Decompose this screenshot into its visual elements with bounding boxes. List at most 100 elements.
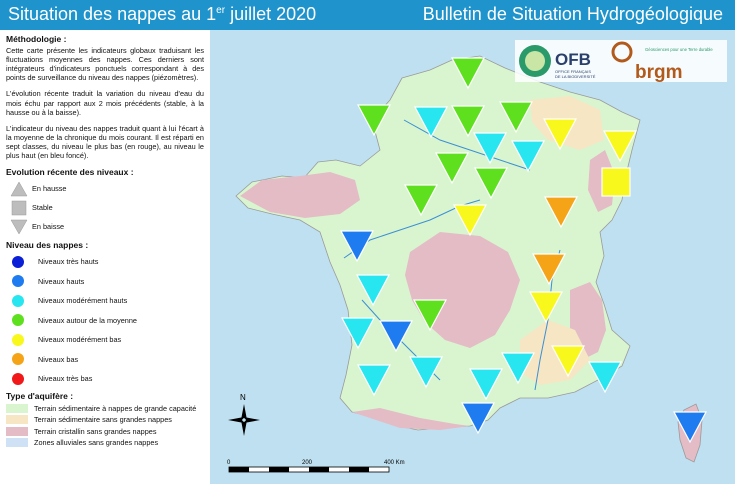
falling-level-marker[interactable]: [543, 118, 577, 151]
scale-label-200: 200: [302, 460, 313, 466]
falling-level-marker[interactable]: [673, 411, 707, 444]
bulletin-title: Bulletin de Situation Hydrogéologique: [422, 4, 723, 24]
aquifer-label: Zones alluviales sans grandes nappes: [34, 438, 159, 448]
evolution-heading: Evolution récente des niveaux :: [6, 167, 134, 178]
map-title: Situation des nappes au 1er juillet 2020: [8, 4, 316, 25]
ofb-text: OFB: [555, 50, 591, 69]
france-map: [235, 55, 707, 463]
legend-fall: En baisse: [6, 217, 204, 236]
level-row: Niveaux modérément hauts: [6, 291, 204, 311]
legend-stable: Stable: [6, 198, 204, 217]
scale-label-400: 400 Km: [384, 460, 405, 466]
falling-level-marker[interactable]: [588, 361, 622, 394]
falling-level-marker[interactable]: [341, 317, 375, 350]
ofb-sub2: DE LA BIODIVERSITÉ: [555, 74, 596, 79]
falling-level-marker[interactable]: [529, 291, 563, 324]
ofb-logo: OFB OFFICE FRANÇAIS DE LA BIODIVERSITÉ: [519, 45, 596, 79]
square-icon: [6, 200, 32, 216]
falling-level-marker[interactable]: [501, 352, 535, 385]
falling-level-marker[interactable]: [551, 345, 585, 378]
level-color-dot: [12, 372, 24, 385]
aquifer-heading: Type d'aquifère :: [6, 390, 74, 401]
brgm-text: brgm: [635, 62, 683, 82]
legend-panel: Méthodologie : Cette carte présente les …: [0, 30, 210, 484]
methodology-heading: Méthodologie :: [6, 34, 67, 44]
falling-level-marker[interactable]: [474, 167, 508, 200]
logos-svg: OFB OFFICE FRANÇAIS DE LA BIODIVERSITÉ b…: [519, 41, 713, 83]
methodology-p3: L'indicateur du niveau des nappes tradui…: [6, 123, 204, 161]
scale-svg: 0 200 400 Km: [227, 460, 405, 473]
falling-level-marker[interactable]: [453, 204, 487, 237]
compass-icon: N: [228, 393, 260, 436]
falling-level-marker[interactable]: [404, 184, 438, 217]
level-label: Niveaux modérément bas: [38, 335, 122, 345]
level-label: Niveaux autour de la moyenne: [38, 315, 137, 325]
logos-box: OFB OFFICE FRANÇAIS DE LA BIODIVERSITÉ b…: [515, 40, 727, 83]
falling-level-marker[interactable]: [379, 320, 413, 353]
brgm-tagline: Géosciences pour une Terre durable: [645, 47, 713, 52]
level-color-dot: [12, 255, 24, 268]
level-label: Niveaux très hauts: [38, 257, 99, 267]
levels-heading: Niveau des nappes :: [6, 240, 89, 251]
brgm-logo: brgm Géosciences pour une Terre durable: [611, 41, 713, 83]
header-bar: Situation des nappes au 1er juillet 2020…: [0, 0, 735, 30]
level-label: Niveaux bas: [38, 354, 79, 364]
legend-fall-label: En baisse: [32, 222, 65, 232]
legend-rise: En hausse: [6, 179, 204, 198]
north-label: N: [240, 393, 246, 402]
scale-bar: 0 200 400 Km: [226, 456, 406, 483]
level-label: Niveaux modérément hauts: [38, 296, 128, 306]
title-sup: er: [216, 5, 226, 16]
level-row: Niveaux hauts: [6, 272, 204, 292]
falling-level-marker[interactable]: [473, 132, 507, 165]
level-label: Niveaux très bas: [38, 374, 93, 384]
aquifer-row: Terrain sédimentaire sans grandes nappes: [6, 414, 204, 426]
aquifer-swatch: [6, 403, 28, 413]
falling-level-marker[interactable]: [499, 101, 533, 134]
massif-armoricain: [240, 172, 360, 218]
falling-level-marker[interactable]: [357, 104, 391, 137]
aquifer-swatch: [6, 415, 28, 425]
level-color-dot: [12, 294, 24, 307]
falling-level-marker[interactable]: [461, 402, 495, 435]
stable-marker[interactable]: [601, 167, 631, 197]
legend-rise-label: En hausse: [32, 184, 67, 194]
pyrenees: [352, 408, 470, 430]
level-row: Niveaux modérément bas: [6, 330, 204, 350]
falling-level-marker[interactable]: [451, 105, 485, 138]
level-row: Niveaux très bas: [6, 369, 204, 389]
falling-level-marker[interactable]: [532, 253, 566, 286]
falling-level-marker[interactable]: [469, 368, 503, 401]
title-main: Situation des nappes au 1: [8, 4, 217, 24]
falling-level-marker[interactable]: [340, 230, 374, 263]
falling-level-marker[interactable]: [414, 106, 448, 139]
falling-level-marker[interactable]: [544, 196, 578, 229]
scale-label-0: 0: [227, 460, 231, 466]
aquifer-swatch: [6, 438, 28, 448]
falling-level-marker[interactable]: [409, 356, 443, 389]
legend-stable-label: Stable: [32, 203, 53, 213]
falling-level-marker[interactable]: [413, 299, 447, 332]
aquifer-row: Zones alluviales sans grandes nappes: [6, 437, 204, 449]
up-triangle-icon: [6, 181, 32, 197]
falling-level-marker[interactable]: [357, 364, 391, 397]
falling-level-marker[interactable]: [435, 152, 469, 185]
falling-level-marker[interactable]: [603, 130, 637, 163]
falling-level-marker[interactable]: [511, 140, 545, 173]
level-row: Niveaux autour de la moyenne: [6, 311, 204, 331]
level-row: Niveaux bas: [6, 350, 204, 370]
aquifer-label: Terrain sédimentaire à nappes de grande …: [34, 403, 197, 413]
aquifer-label: Terrain cristallin sans grandes nappes: [34, 426, 157, 436]
aquifer-row: Terrain cristallin sans grandes nappes: [6, 426, 204, 438]
methodology-p1: Cette carte présente les indicateurs glo…: [6, 46, 204, 83]
map-area[interactable]: [210, 30, 735, 484]
markers-layer: [340, 57, 707, 444]
north-arrow: N: [226, 392, 262, 445]
title-end: juillet 2020: [225, 4, 317, 24]
river-seine: [403, 119, 531, 171]
level-color-dot: [12, 353, 24, 366]
falling-level-marker[interactable]: [356, 274, 390, 307]
ofb-sub1: OFFICE FRANÇAIS: [555, 69, 591, 74]
level-color-dot: [12, 314, 24, 327]
falling-level-marker[interactable]: [451, 57, 485, 90]
